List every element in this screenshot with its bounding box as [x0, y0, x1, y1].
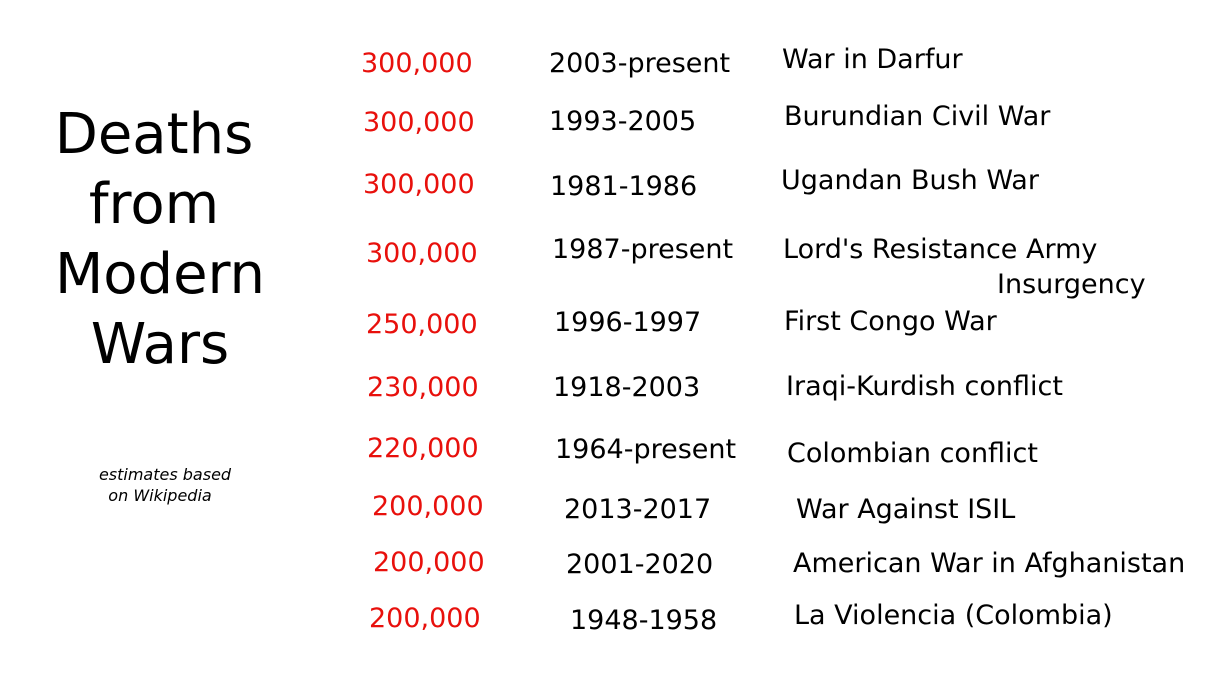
war-name: War Against ISIL — [796, 494, 1016, 525]
years-value: 1993-2005 — [549, 106, 697, 137]
years-value: 2013-2017 — [564, 494, 712, 525]
deaths-value: 230,000 — [367, 372, 479, 403]
war-name: American War in Afghanistan — [793, 548, 1186, 579]
source-note: estimates based on Wikipedia — [60, 464, 270, 506]
deaths-value: 300,000 — [366, 238, 478, 269]
years-value: 1918-2003 — [553, 372, 701, 403]
war-name: Iraqi-Kurdish conflict — [786, 371, 1063, 402]
title-line-1: Deaths — [54, 102, 254, 167]
war-name: Lord's Resistance Army — [783, 234, 1098, 265]
years-value: 1964-present — [555, 434, 737, 465]
war-name: La Violencia (Colombia) — [794, 600, 1113, 631]
deaths-value: 200,000 — [373, 547, 485, 578]
page-title: Deaths from Modern Wars — [30, 100, 290, 380]
war-name: First Congo War — [784, 306, 997, 337]
years-value: 1981-1986 — [550, 171, 698, 202]
years-value: 1948-1958 — [570, 605, 718, 636]
deaths-value: 300,000 — [363, 107, 475, 138]
deaths-value: 220,000 — [367, 433, 479, 464]
war-name: War in Darfur — [782, 44, 963, 75]
deaths-value: 200,000 — [372, 491, 484, 522]
deaths-value: 300,000 — [361, 48, 473, 79]
war-name-line-2: Insurgency — [997, 269, 1146, 300]
years-value: 1987-present — [552, 234, 734, 265]
deaths-value: 300,000 — [363, 169, 475, 200]
deaths-value: 250,000 — [366, 309, 478, 340]
title-line-2: from — [88, 172, 220, 237]
war-name: Ugandan Bush War — [781, 165, 1039, 196]
title-line-3: Modern — [54, 242, 266, 307]
title-line-4: Wars — [90, 312, 230, 377]
war-name: Colombian conflict — [787, 438, 1038, 469]
years-value: 2001-2020 — [566, 549, 714, 580]
source-note-line-2: on Wikipedia — [108, 486, 212, 505]
years-value: 1996-1997 — [554, 307, 702, 338]
source-note-line-1: estimates based — [98, 465, 232, 484]
war-name: Burundian Civil War — [784, 101, 1051, 132]
years-value: 2003-present — [549, 48, 731, 79]
deaths-value: 200,000 — [369, 603, 481, 634]
